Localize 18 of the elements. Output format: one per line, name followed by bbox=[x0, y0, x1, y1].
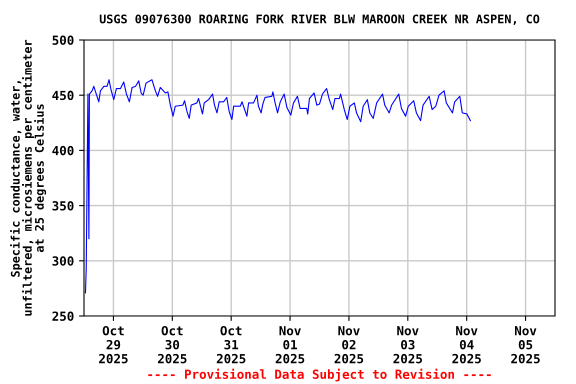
y-tick-label: 250 bbox=[52, 311, 74, 321]
chart-title: USGS 09076300 ROARING FORK RIVER BLW MAROON CREEK NR ASPEN, CO bbox=[100, 14, 540, 25]
y-tick-label: 500 bbox=[52, 35, 74, 45]
x-tick-label: Nov 03 2025 bbox=[393, 326, 422, 364]
y-tick-label: 350 bbox=[52, 201, 74, 211]
x-tick-label: Nov 05 2025 bbox=[511, 326, 540, 364]
x-tick-label: Nov 01 2025 bbox=[276, 326, 304, 364]
y-tick-label: 300 bbox=[52, 256, 74, 266]
line-series bbox=[84, 79, 471, 294]
x-tick-label: Oct 30 2025 bbox=[158, 326, 187, 364]
y-tick-label: 450 bbox=[52, 90, 74, 100]
x-tick-label: Oct 31 2025 bbox=[216, 326, 246, 364]
x-tick-label: Nov 02 2025 bbox=[334, 326, 364, 364]
text: ---- Provisional Data Subject to Revision ---- bbox=[148, 368, 491, 382]
x-tick-label: Oct 29 2025 bbox=[99, 326, 128, 364]
y-axis-title: Specific conductance, water, unfiltered, microsiemens per centimeter at 25 degrees Celsius bbox=[10, 40, 46, 316]
x-tick-label: Nov 04 2025 bbox=[452, 326, 481, 364]
y-tick-label: 400 bbox=[52, 146, 74, 156]
